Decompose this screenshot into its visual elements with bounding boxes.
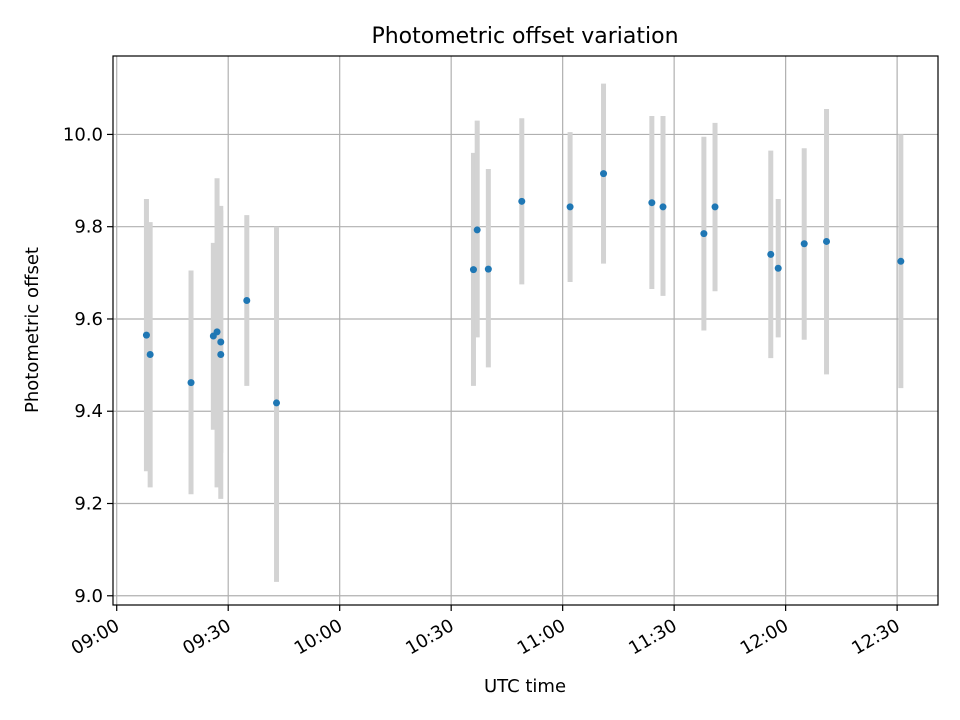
data-point: [518, 197, 526, 205]
data-point: [711, 203, 719, 211]
data-point: [823, 237, 831, 245]
data-point: [243, 297, 251, 305]
y-tick-label: 10.0: [63, 124, 103, 145]
data-point: [217, 350, 225, 358]
data-point: [774, 264, 782, 272]
chart-title: Photometric offset variation: [371, 24, 678, 49]
grid: [113, 56, 938, 605]
data-point: [469, 266, 477, 274]
y-tick-label: 9.0: [74, 586, 103, 607]
y-tick-label: 9.4: [74, 401, 103, 422]
data-point: [600, 170, 608, 178]
data-point: [273, 399, 281, 407]
data-point: [217, 338, 225, 346]
data-point: [648, 199, 656, 207]
y-tick-label: 9.6: [74, 309, 103, 330]
y-axis-ticks: 9.0 9.2 9.4 9.6 9.8 10.0: [63, 124, 113, 607]
data-point: [659, 203, 667, 211]
data-point: [142, 331, 150, 339]
data-point: [566, 203, 574, 211]
data-point: [146, 350, 154, 358]
data-point: [473, 226, 481, 234]
data-points: [142, 170, 905, 407]
data-point: [187, 379, 195, 387]
y-axis-label: Photometric offset: [22, 247, 43, 413]
data-point: [767, 250, 775, 258]
data-point: [897, 257, 905, 265]
data-point: [484, 265, 492, 273]
data-point: [213, 328, 221, 336]
data-point: [800, 240, 808, 248]
plot-frame: [112, 55, 939, 606]
y-tick-label: 9.2: [74, 494, 103, 515]
y-tick-label: 9.8: [74, 217, 103, 238]
x-axis-label: UTC time: [484, 676, 566, 697]
data-point: [700, 230, 708, 238]
